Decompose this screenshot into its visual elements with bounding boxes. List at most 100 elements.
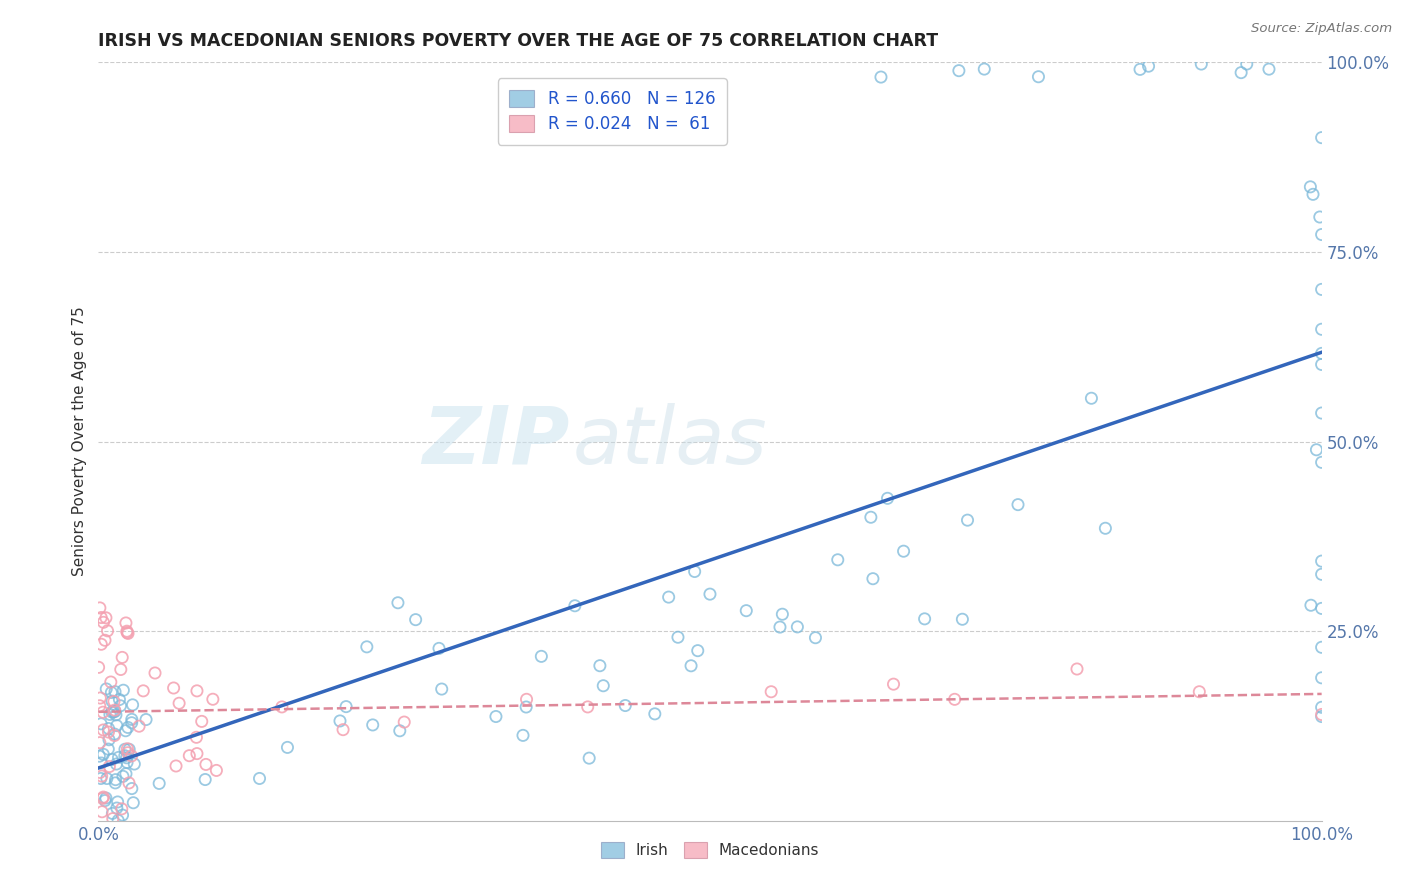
Point (1028, 70, 1050, 84)
Point (699, 587, 721, 601)
Point (111, 650, 134, 665)
Point (516, 692, 538, 706)
Point (943, 692, 966, 706)
Point (1129, 62, 1152, 77)
Point (1310, 640, 1333, 655)
Point (89, 736, 111, 750)
Point (104, 772, 127, 787)
Point (950, 612, 973, 626)
Point (104, 705, 127, 719)
Point (1258, 62, 1281, 77)
Point (165, 759, 187, 773)
Point (101, 694, 124, 708)
Point (614, 698, 637, 713)
Point (735, 604, 758, 618)
Point (870, 70, 893, 84)
Point (121, 748, 143, 763)
Point (1310, 601, 1333, 615)
Point (1236, 57, 1258, 71)
Point (111, 802, 134, 816)
Point (121, 715, 143, 730)
Point (1310, 455, 1333, 469)
Point (956, 513, 979, 527)
Point (94, 611, 117, 625)
Point (883, 677, 905, 691)
Point (1310, 554, 1333, 568)
Point (644, 706, 666, 721)
Point (862, 572, 884, 586)
Point (91, 723, 114, 737)
Point (101, 752, 124, 766)
Point (94, 791, 117, 805)
Point (1137, 59, 1160, 73)
Point (117, 721, 139, 735)
Point (578, 751, 600, 765)
Point (104, 707, 127, 722)
Point (91, 705, 114, 719)
Point (114, 748, 136, 763)
Point (115, 615, 138, 630)
Point (786, 620, 808, 634)
Point (683, 565, 706, 579)
Point (427, 641, 450, 656)
Point (1309, 210, 1331, 224)
Point (1302, 187, 1324, 202)
Point (101, 705, 124, 719)
Point (91, 791, 114, 805)
Point (1305, 442, 1327, 457)
Point (186, 731, 208, 745)
Point (91, 805, 114, 819)
Point (658, 590, 681, 604)
Point (1310, 282, 1333, 296)
Point (101, 812, 124, 826)
Point (388, 723, 411, 738)
Point (100, 675, 122, 690)
Point (104, 703, 127, 717)
Point (107, 750, 129, 764)
Point (276, 740, 298, 755)
Point (1007, 498, 1029, 512)
Point (356, 640, 378, 654)
Point (515, 700, 537, 714)
Point (1310, 227, 1333, 242)
Point (105, 757, 128, 772)
Point (112, 683, 135, 698)
Point (1310, 709, 1333, 723)
Point (201, 692, 224, 706)
Point (89, 765, 111, 780)
Point (186, 684, 208, 698)
Point (681, 658, 703, 673)
Point (1189, 57, 1212, 71)
Point (90, 756, 112, 770)
Point (90, 716, 112, 731)
Point (97, 725, 120, 739)
Point (686, 643, 709, 657)
Point (89, 601, 111, 615)
Point (96, 681, 118, 696)
Point (94, 633, 117, 648)
Point (1188, 685, 1211, 699)
Point (1310, 567, 1333, 582)
Point (89, 749, 111, 764)
Point (392, 715, 416, 730)
Point (107, 814, 129, 828)
Point (115, 756, 138, 770)
Point (179, 748, 201, 763)
Legend: Irish, Macedonians: Irish, Macedonians (593, 835, 827, 866)
Point (592, 679, 614, 693)
Point (143, 665, 166, 680)
Point (167, 696, 190, 710)
Point (121, 781, 143, 796)
Point (1310, 700, 1333, 714)
Point (132, 683, 155, 698)
Point (110, 698, 132, 713)
Text: Source: ZipAtlas.com: Source: ZipAtlas.com (1251, 22, 1392, 36)
Point (103, 729, 125, 743)
Point (89, 691, 111, 706)
Point (107, 795, 129, 809)
Point (117, 741, 139, 756)
Point (97, 742, 120, 756)
Point (93, 615, 115, 630)
Point (761, 685, 783, 699)
Point (335, 699, 357, 714)
